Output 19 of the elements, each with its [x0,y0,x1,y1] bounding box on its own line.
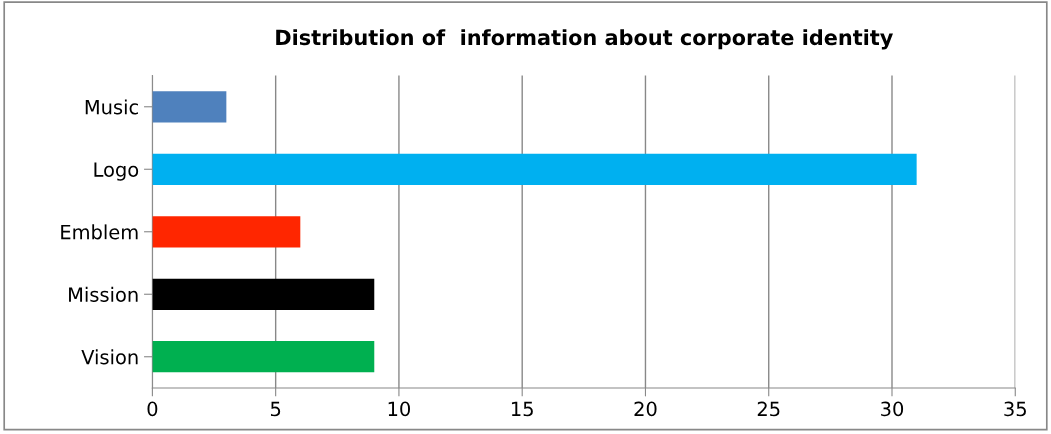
x-tick-label: 10 [388,401,411,417]
y-tick-label: Music [85,99,138,115]
y-tick-label: Logo [94,162,139,181]
chart-title: Distribution of information about corporate identity [276,29,893,50]
y-tick-label: Emblem [61,224,138,240]
x-tick-label: 25 [757,401,780,417]
bar [152,216,301,248]
y-tick-label: Vision [81,349,138,365]
x-tick-label: 5 [270,401,281,417]
bar [152,91,227,123]
x-tick-label: 30 [881,401,904,417]
x-tick-label: 0 [147,401,158,417]
x-tick-label: 35 [1004,401,1026,417]
bar [152,341,375,373]
x-tick-label: 20 [634,401,657,417]
x-tick-label: 15 [511,401,533,417]
y-tick-label: Mission [69,286,138,302]
bar [152,278,375,310]
bar [152,153,917,185]
